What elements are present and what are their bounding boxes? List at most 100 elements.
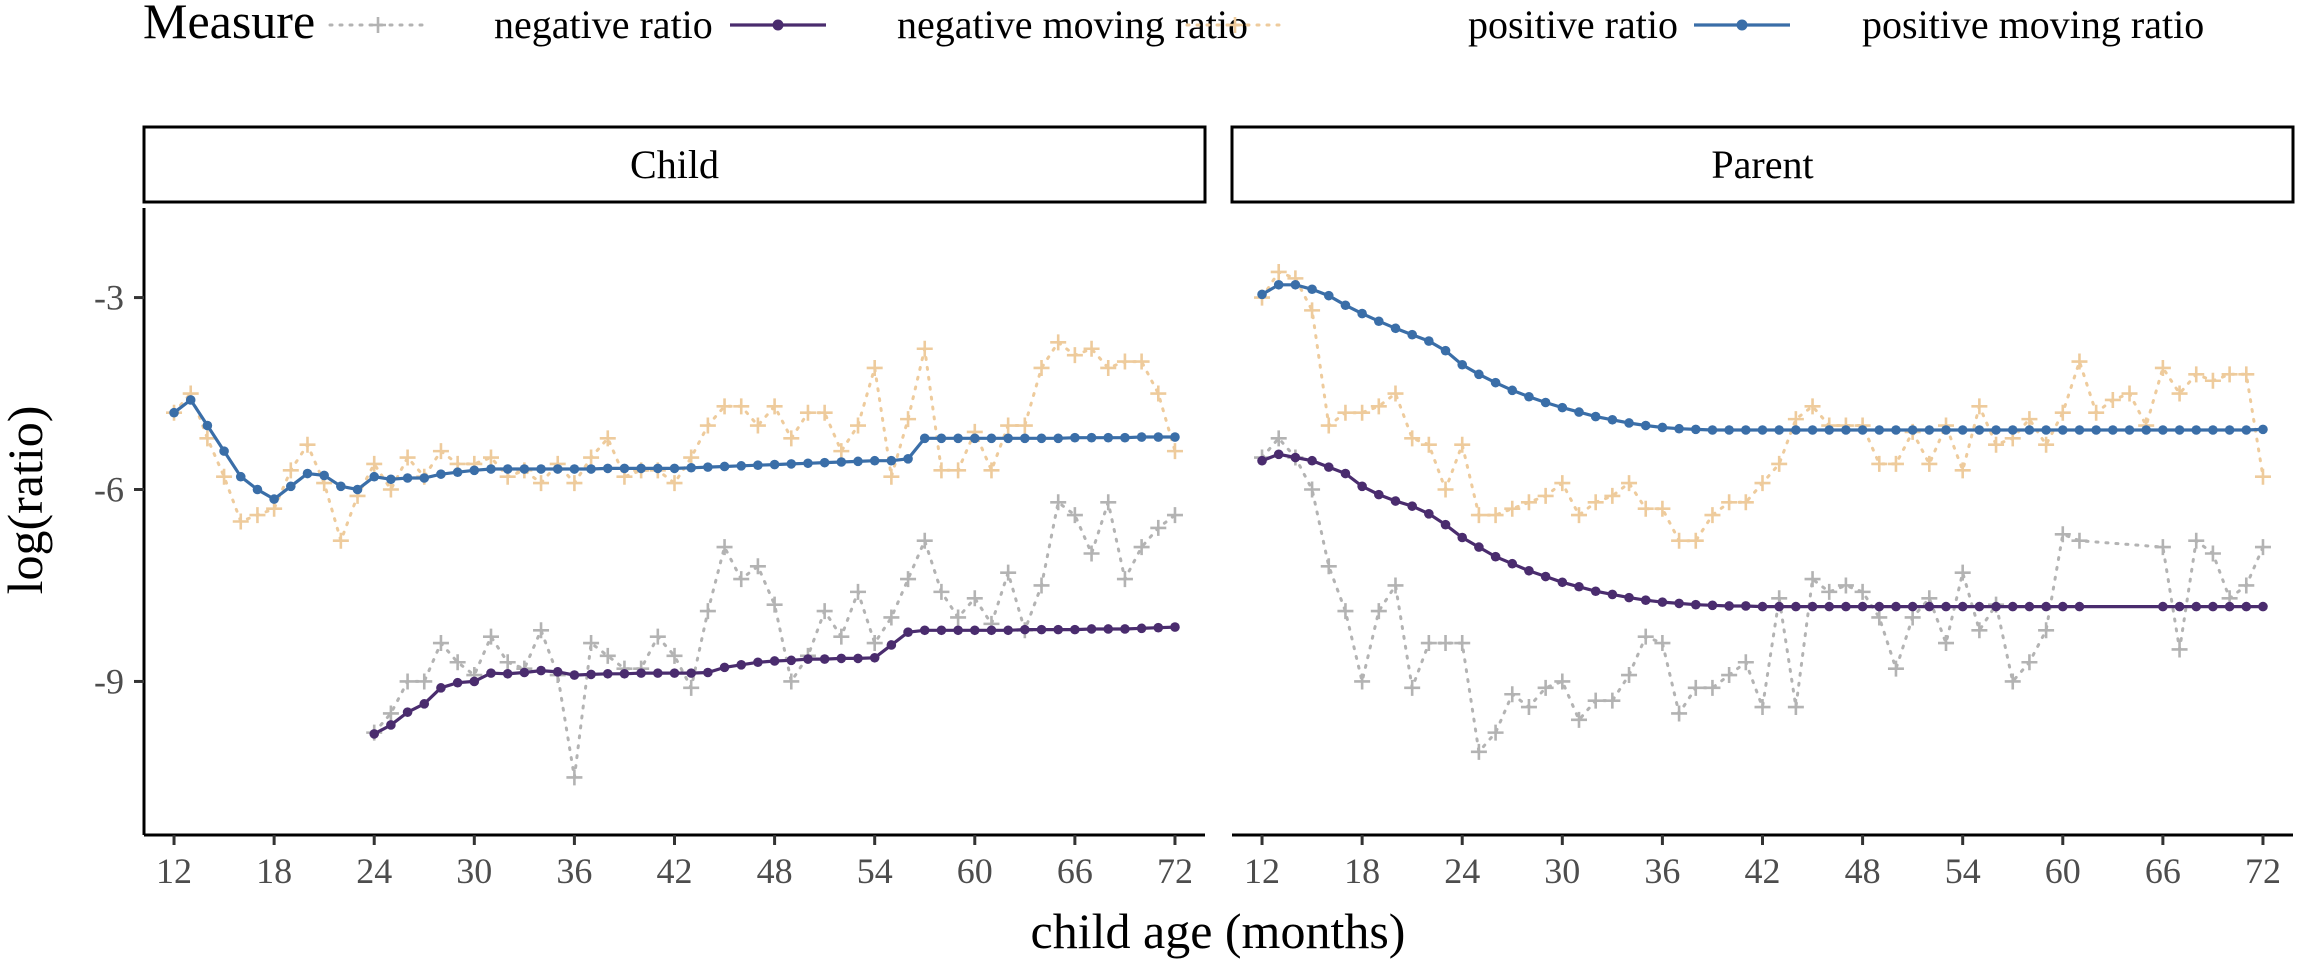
point-positive-ratio: [1050, 334, 1067, 351]
point-positive-moving-ratio: [552, 464, 563, 474]
point-negative-moving-ratio: [953, 625, 963, 636]
point-positive-ratio: [1671, 532, 1688, 549]
point-negative-moving-ratio: [753, 657, 763, 668]
panel-child: Child: [142, 125, 1207, 786]
point-positive-moving-ratio: [1053, 433, 1063, 444]
point-positive-moving-ratio: [986, 433, 997, 444]
point-negative-ratio: [1837, 577, 1854, 594]
point-negative-ratio: [1437, 635, 1454, 652]
point-positive-moving-ratio: [1657, 422, 1668, 433]
point-positive-moving-ratio: [1507, 385, 1518, 396]
point-negative-ratio: [1354, 673, 1371, 690]
point-negative-ratio: [382, 705, 399, 722]
point-positive-moving-ratio: [2241, 425, 2252, 435]
point-negative-moving-ratio: [686, 668, 696, 678]
point-positive-moving-ratio: [2141, 425, 2151, 435]
point-positive-moving-ratio: [1874, 425, 1885, 435]
point-positive-ratio: [366, 455, 383, 472]
point-negative-ratio: [1370, 603, 1387, 620]
point-positive-ratio: [783, 430, 800, 447]
point-negative-ratio: [1133, 539, 1150, 556]
point-positive-ratio: [1116, 353, 1133, 370]
point-positive-ratio: [2154, 359, 2171, 376]
point-negative-moving-ratio: [536, 665, 546, 676]
x-tick-label: 30: [456, 851, 492, 891]
point-positive-moving-ratio: [469, 465, 480, 476]
point-positive-ratio: [2021, 411, 2038, 428]
point-positive-ratio: [1100, 359, 1117, 376]
point-negative-moving-ratio: [2007, 601, 2018, 612]
series-positive-moving-ratio-parent: [1257, 279, 2268, 435]
point-negative-ratio: [866, 635, 883, 652]
point-positive-moving-ratio: [1474, 369, 1484, 380]
point-positive-moving-ratio: [452, 467, 463, 478]
point-positive-moving-ratio: [1357, 308, 1367, 319]
point-negative-moving-ratio: [1307, 455, 1317, 466]
point-negative-moving-ratio: [1941, 601, 1951, 612]
point-negative-moving-ratio: [1807, 601, 1818, 612]
x-tick-label: 18: [1344, 851, 1380, 891]
point-positive-moving-ratio: [2024, 425, 2035, 435]
point-positive-ratio: [1166, 443, 1183, 460]
point-negative-ratio: [583, 635, 600, 652]
x-tick-label: 60: [957, 851, 993, 891]
point-positive-moving-ratio: [636, 463, 646, 474]
point-negative-moving-ratio: [786, 655, 797, 666]
point-positive-moving-ratio: [1590, 411, 1601, 422]
x-tick-label: 66: [2145, 851, 2181, 891]
point-positive-ratio: [850, 417, 867, 434]
point-positive-moving-ratio: [169, 407, 179, 418]
point-positive-ratio: [866, 359, 883, 376]
point-negative-moving-ratio: [669, 668, 680, 678]
point-negative-moving-ratio: [1624, 592, 1634, 603]
point-positive-ratio: [566, 475, 583, 492]
point-negative-ratio: [649, 628, 666, 645]
point-negative-ratio: [1887, 660, 1904, 677]
point-positive-moving-ratio: [1086, 432, 1097, 443]
point-positive-ratio: [1454, 436, 1471, 453]
point-positive-ratio: [2204, 372, 2221, 389]
point-positive-moving-ratio: [235, 471, 246, 482]
point-negative-moving-ratio: [1924, 601, 1935, 612]
point-negative-moving-ratio: [1874, 601, 1885, 612]
point-positive-moving-ratio: [1824, 425, 1835, 435]
point-negative-ratio: [816, 603, 833, 620]
point-positive-ratio: [1687, 532, 1704, 549]
point-negative-moving-ratio: [1957, 601, 1968, 612]
point-positive-moving-ratio: [2191, 425, 2202, 435]
x-tick-label: 24: [1444, 851, 1480, 891]
point-negative-moving-ratio: [1540, 571, 1551, 582]
point-positive-moving-ratio: [686, 462, 696, 473]
point-negative-moving-ratio: [819, 654, 830, 664]
legend-label: positive ratio: [1468, 2, 1678, 47]
point-positive-ratio: [332, 532, 349, 549]
line-negative-moving-ratio-child: [373, 625, 1176, 736]
series-negative-ratio-child: [366, 494, 1183, 786]
point-positive-ratio: [1033, 359, 1050, 376]
point-positive-moving-ratio: [2108, 425, 2118, 435]
point-positive-moving-ratio: [1136, 432, 1147, 442]
point-negative-moving-ratio: [1323, 462, 1334, 472]
point-negative-ratio: [1871, 609, 1888, 626]
point-positive-ratio: [950, 462, 967, 479]
point-negative-ratio: [1737, 654, 1754, 671]
point-negative-ratio: [1804, 571, 1821, 588]
point-negative-ratio: [699, 603, 716, 620]
legend-title: Measure: [143, 0, 315, 49]
point-positive-moving-ratio: [1340, 300, 1351, 311]
point-positive-ratio: [1587, 494, 1604, 511]
point-positive-moving-ratio: [1323, 290, 1334, 301]
point-positive-ratio: [232, 513, 249, 530]
point-negative-ratio: [1470, 743, 1487, 760]
point-positive-moving-ratio: [819, 457, 830, 468]
point-negative-ratio: [833, 628, 850, 645]
point-negative-moving-ratio: [936, 625, 947, 636]
point-negative-moving-ratio: [419, 699, 430, 709]
point-positive-ratio: [1871, 455, 1888, 472]
point-positive-ratio: [249, 507, 266, 524]
point-positive-ratio: [2054, 404, 2071, 421]
point-negative-ratio: [1904, 609, 1921, 626]
point-negative-moving-ratio: [2174, 601, 2185, 612]
point-negative-ratio: [900, 571, 917, 588]
point-positive-ratio: [816, 404, 833, 421]
